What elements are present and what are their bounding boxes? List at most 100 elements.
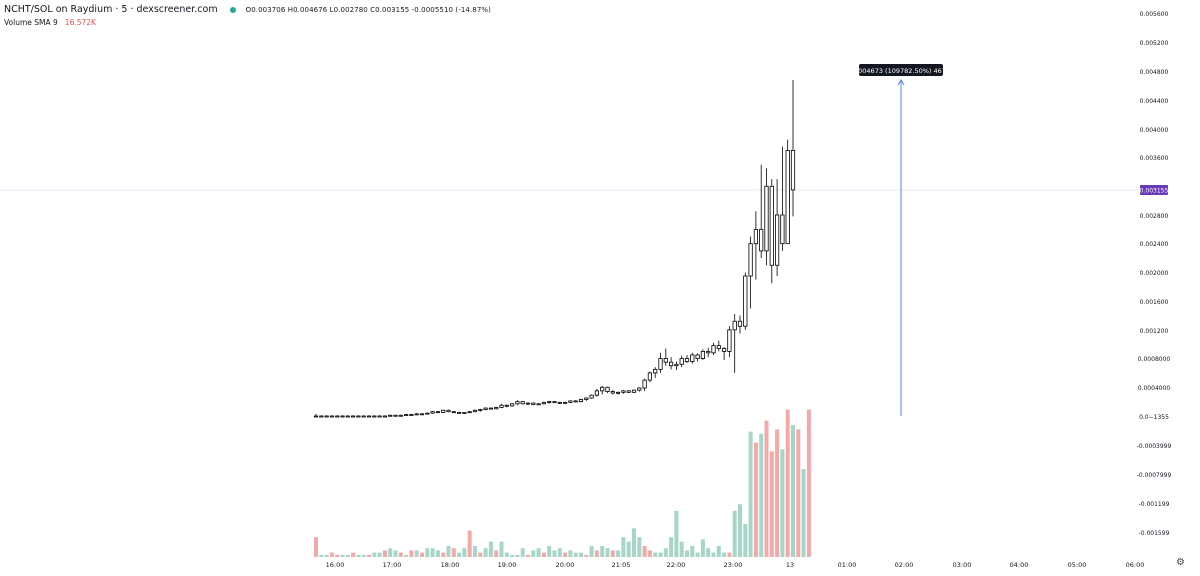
candle (324, 415, 329, 418)
volume-bar (367, 554, 371, 557)
volume-bar (393, 550, 398, 557)
candle (642, 378, 647, 391)
volume-bar (515, 554, 520, 557)
candle (313, 413, 319, 418)
candle (388, 414, 393, 417)
candle (669, 357, 674, 370)
candle (504, 404, 509, 408)
candles (313, 80, 796, 418)
volume-bar (345, 554, 350, 557)
candle (356, 415, 361, 418)
chart-legend: NCHT/SOL on Raydium · 5 · dexscreener.co… (4, 3, 491, 29)
volume-bar (711, 552, 716, 557)
pair-title[interactable]: NCHT/SOL on Raydium · 5 · dexscreener.co… (4, 3, 218, 15)
candle (451, 410, 456, 414)
candle (509, 403, 515, 407)
volume-label[interactable]: Volume SMA 9 (4, 17, 58, 27)
volume-bar (722, 552, 727, 557)
volume-bar (504, 552, 509, 557)
candle (488, 407, 494, 410)
candle (409, 413, 414, 416)
price-tick: -0.001199 (1139, 501, 1170, 508)
candle (372, 415, 377, 418)
candle (435, 410, 441, 414)
candle (520, 400, 525, 405)
candle (557, 401, 562, 404)
time-tick: 02:00 (895, 561, 914, 569)
candle (377, 415, 382, 418)
price-tick: -0.0007999 (1137, 472, 1172, 479)
volume-bar (663, 548, 668, 557)
volume-bar (610, 550, 615, 557)
price-tick: 0.005200 (1140, 40, 1169, 47)
candle (430, 410, 435, 414)
volume-bar (579, 552, 583, 557)
volume-bar (605, 548, 610, 557)
candle (525, 402, 531, 406)
volume-bar (674, 510, 679, 557)
candle (425, 412, 430, 415)
volume-bar (690, 546, 695, 557)
candle (568, 400, 573, 404)
volume-bar (473, 546, 477, 557)
price-tick: 0.0008000 (1138, 356, 1171, 363)
candle (790, 80, 796, 217)
volume-bar (557, 548, 562, 557)
time-tick: 01:00 (838, 561, 857, 569)
time-tick: 23:00 (724, 561, 743, 569)
volume-bar (679, 541, 684, 557)
time-tick: 03:00 (953, 561, 972, 569)
candle (573, 400, 578, 403)
price-tick: 0.001200 (1140, 328, 1169, 335)
candle (494, 406, 499, 410)
candle (483, 407, 488, 411)
candle (414, 413, 419, 416)
volume-bar (748, 431, 753, 557)
candle (684, 354, 690, 363)
candle (350, 415, 356, 418)
candle (584, 397, 589, 401)
candle (674, 361, 679, 371)
candle (467, 410, 472, 414)
volume-bar (775, 429, 780, 557)
measure-tool[interactable]: 0.004673 (109782.50%) 4674 (852, 64, 950, 416)
candle (663, 348, 668, 366)
time-tick: 04:00 (1010, 561, 1029, 569)
volume-bar (441, 552, 446, 557)
candle (403, 413, 409, 416)
ohlc-values: O0.003706 H0.004676 L0.002780 C0.003155 … (245, 5, 491, 14)
candle (722, 347, 727, 361)
volume-bar (584, 554, 589, 557)
time-tick: 05:00 (1068, 561, 1087, 569)
time-tick: 19:00 (498, 561, 517, 569)
price-tick: 0.003600 (1140, 155, 1169, 162)
volume-bar (669, 537, 674, 557)
volume-bar (568, 550, 573, 557)
candle (515, 400, 520, 406)
time-tick: 06:00 (1126, 561, 1145, 569)
price-tick: 0.004800 (1140, 69, 1169, 76)
candle (456, 411, 462, 414)
candle (616, 391, 621, 395)
volume-bars (314, 409, 811, 557)
candle (695, 353, 700, 362)
volume-bar (573, 552, 578, 557)
volume-bar (319, 554, 324, 557)
volume-bar (738, 504, 742, 557)
volume-bar (647, 550, 652, 557)
measure-arrow-icon (897, 79, 905, 86)
volume-bar (494, 550, 499, 557)
volume-bar (658, 552, 663, 557)
volume-bar (414, 550, 419, 557)
price-axis[interactable]: 0.005600 0.005200 0.004800 0.004400 0.004000… (1137, 11, 1172, 537)
volume-bar (796, 429, 801, 557)
time-axis[interactable]: 16:00 17:00 18:00 19:00 20:00 21:05 22:00 23:00… (326, 561, 1145, 569)
settings-gear-icon[interactable]: ⚙ (1176, 557, 1185, 568)
last-price-badge (1140, 185, 1168, 195)
candle (446, 409, 451, 413)
volume-bar (759, 433, 764, 557)
volume-bar (425, 548, 430, 557)
candle (780, 146, 785, 251)
